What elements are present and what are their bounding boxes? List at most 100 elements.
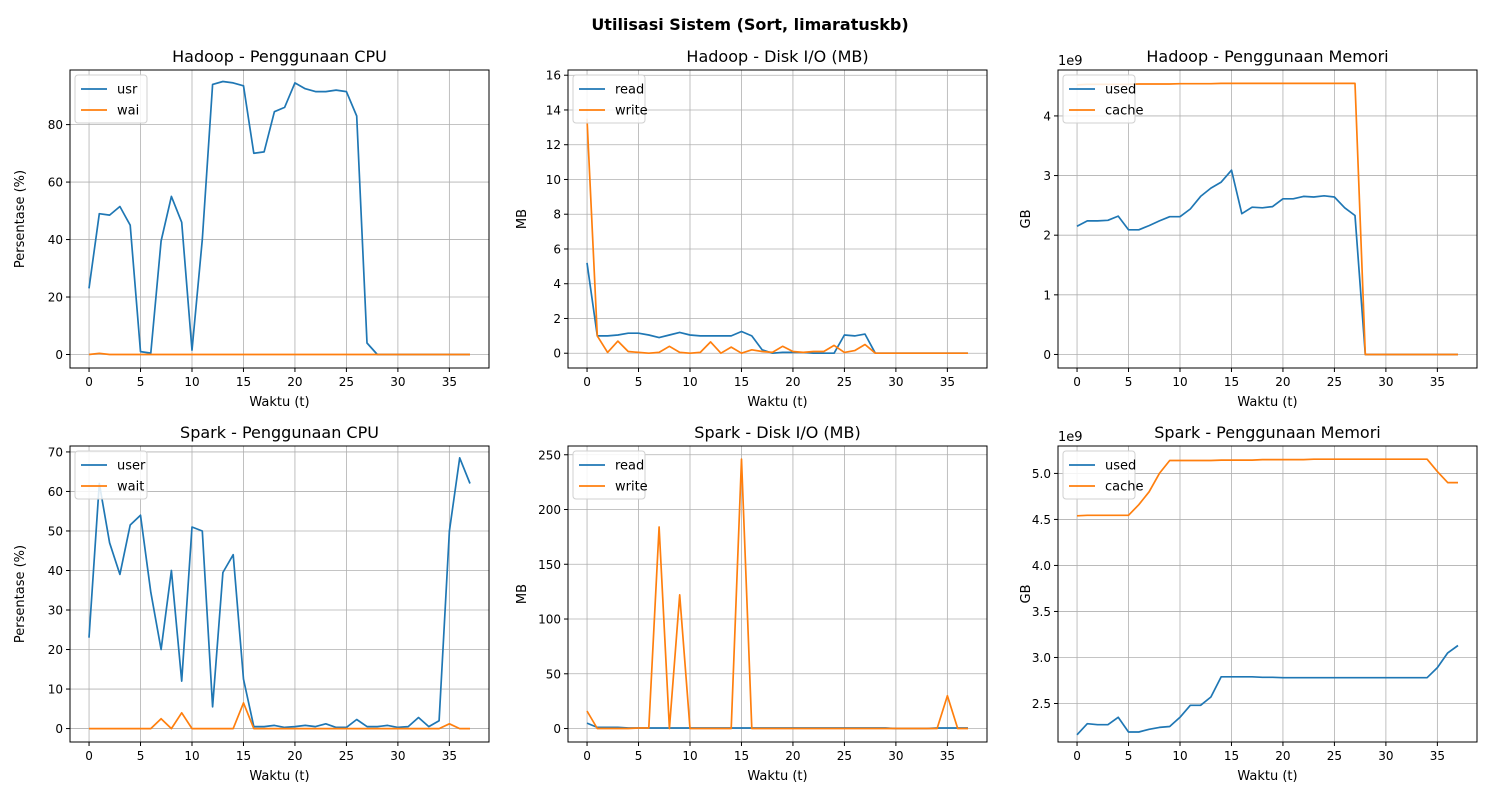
y-tick-label: 80: [48, 118, 63, 132]
x-tick-label: 10: [682, 749, 697, 763]
x-tick-label: 20: [1275, 375, 1290, 389]
series-line-write: [586, 458, 968, 730]
x-tick-label: 5: [137, 375, 145, 389]
x-tick-label: 15: [734, 375, 749, 389]
y-tick-label: 0: [553, 722, 561, 736]
y-axis-label: MB: [515, 584, 530, 604]
y-tick-label: 20: [48, 643, 63, 657]
x-tick-label: 25: [837, 375, 852, 389]
x-tick-label: 30: [390, 749, 405, 763]
legend-box: [74, 450, 148, 500]
x-tick-label: 5: [137, 749, 145, 763]
y-tick-label: 0: [55, 348, 63, 362]
y-tick-label: 4: [553, 277, 561, 291]
figure-title: Utilisasi Sistem (Sort, limaratuskb): [591, 15, 908, 34]
legend: used cache: [1062, 74, 1144, 124]
y-axis-label: GB: [1019, 585, 1034, 604]
x-tick-label: 30: [888, 749, 903, 763]
x-tick-label: 35: [442, 375, 457, 389]
y-tick-label: 50: [546, 667, 561, 681]
series-line-used: [1076, 169, 1458, 356]
y-axis-label: Persentase (%): [13, 170, 28, 268]
x-tick-label: 15: [1224, 749, 1239, 763]
y-tick-label: 1: [1043, 288, 1051, 302]
y-tick-label: 2: [553, 312, 561, 326]
y-tick-label: 70: [48, 445, 63, 459]
x-tick-label: 0: [1073, 375, 1081, 389]
series-line-write: [586, 118, 968, 355]
x-tick-label: 35: [940, 375, 955, 389]
x-tick-label: 25: [1327, 375, 1342, 389]
x-axis-label: Waktu (t): [747, 395, 807, 410]
y-tick-label: 40: [48, 564, 63, 578]
plot-frame: [567, 69, 988, 369]
chart-hadoop-mem: 0 5 10 15 20 25 30 35 0 1 2 3 4 Hadoop - Penggunaan M…: [1019, 47, 1478, 410]
x-tick-label: 0: [85, 375, 93, 389]
x-tick-label: 25: [837, 749, 852, 763]
y-tick-label: 6: [553, 242, 561, 256]
y-tick-label: 2: [1043, 229, 1051, 243]
legend-label-used: used: [1105, 83, 1136, 98]
x-tick-label: 5: [1125, 375, 1133, 389]
legend-box: [1062, 74, 1136, 124]
x-tick-label: 0: [583, 749, 591, 763]
legend-label-user: user: [117, 459, 146, 474]
plot-title: Hadoop - Disk I/O (MB): [686, 47, 868, 66]
x-tick-label: 5: [1125, 749, 1133, 763]
plot-frame: [69, 445, 490, 743]
legend-label-usr: usr: [117, 83, 138, 98]
y-tick-label: 4.0: [1032, 559, 1051, 573]
x-tick-label: 35: [1430, 749, 1445, 763]
y-tick-label: 4.5: [1032, 513, 1051, 527]
legend-label-write: write: [615, 480, 648, 495]
x-tick-label: 30: [888, 375, 903, 389]
x-tick-label: 0: [1073, 749, 1081, 763]
series-line-wait: [89, 702, 470, 730]
y-tick-label: 5.0: [1032, 467, 1051, 481]
series-line-cache: [1076, 458, 1458, 517]
x-tick-label: 10: [184, 749, 199, 763]
x-tick-label: 20: [785, 375, 800, 389]
x-tick-label: 0: [85, 749, 93, 763]
y-tick-label: 60: [48, 485, 63, 499]
x-tick-label: 10: [184, 375, 199, 389]
x-tick-label: 25: [339, 749, 354, 763]
y-offset-text: 1e9: [1058, 430, 1083, 445]
y-tick-label: 2.5: [1032, 697, 1051, 711]
x-tick-label: 35: [940, 749, 955, 763]
x-tick-label: 25: [339, 375, 354, 389]
y-axis-label: MB: [515, 209, 530, 229]
y-tick-label: 30: [48, 604, 63, 618]
plot-title: Spark - Penggunaan CPU: [180, 423, 379, 442]
y-axis-label: GB: [1019, 210, 1034, 229]
chart-spark-disk: 0 5 10 15 20 25 30 35 0 50 100 150 200 250 Spark - Dis…: [515, 423, 988, 784]
y-tick-label: 40: [48, 233, 63, 247]
y-tick-label: 10: [546, 173, 561, 187]
y-tick-label: 16: [546, 69, 561, 83]
legend-box: [1062, 450, 1136, 500]
x-tick-label: 20: [287, 749, 302, 763]
x-tick-label: 30: [390, 375, 405, 389]
x-tick-label: 35: [1430, 375, 1445, 389]
plot-title: Spark - Penggunaan Memori: [1154, 423, 1380, 442]
legend-label-wai: wai: [117, 104, 139, 119]
y-tick-label: 8: [553, 208, 561, 222]
plot-frame: [567, 445, 988, 743]
legend-label-write: write: [615, 104, 648, 119]
y-tick-label: 150: [538, 558, 561, 572]
y-tick-label: 250: [538, 448, 561, 462]
series-line-used: [1076, 644, 1459, 736]
x-tick-label: 20: [1275, 749, 1290, 763]
x-tick-label: 30: [1378, 375, 1393, 389]
plot-title: Hadoop - Penggunaan CPU: [172, 47, 387, 66]
y-tick-label: 200: [538, 503, 561, 517]
legend-box: [572, 450, 646, 500]
x-tick-label: 15: [236, 749, 251, 763]
y-tick-label: 0: [1043, 348, 1051, 362]
x-tick-label: 35: [442, 749, 457, 763]
legend-box: [572, 74, 646, 124]
y-tick-label: 10: [48, 683, 63, 697]
x-axis-label: Waktu (t): [747, 769, 807, 784]
x-tick-label: 20: [287, 375, 302, 389]
